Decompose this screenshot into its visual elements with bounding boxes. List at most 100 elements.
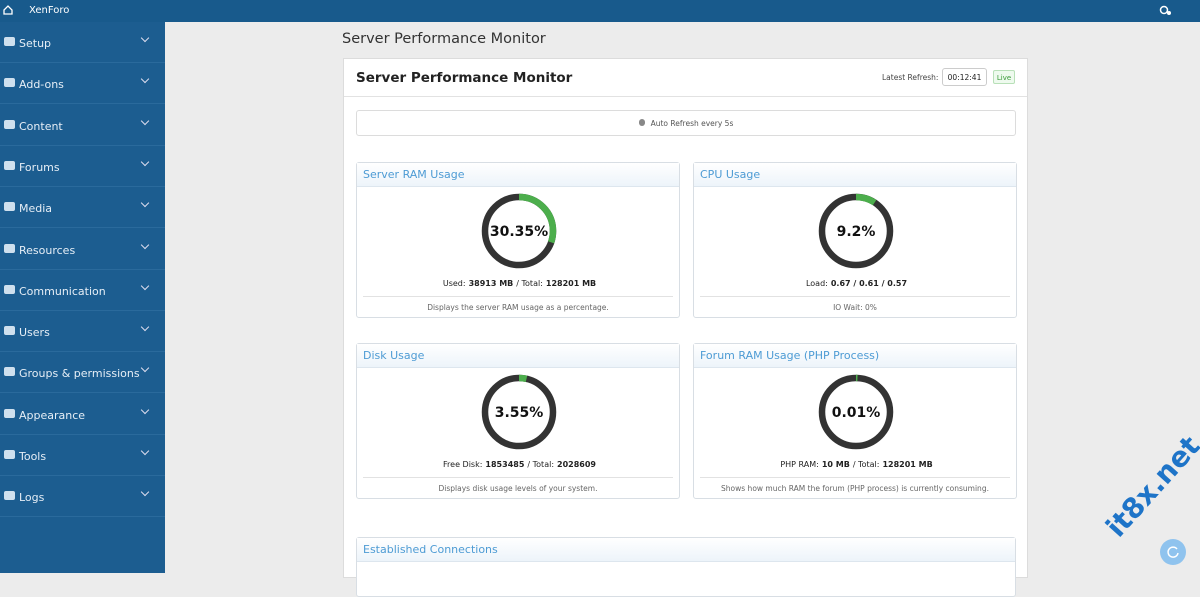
item-label: Communication <box>19 284 106 298</box>
gauge: 9.2% <box>818 193 894 269</box>
item-label: Add-ons <box>19 78 64 92</box>
gauge-label: 0.01% <box>832 405 881 421</box>
sidebar-item[interactable]: Communication <box>0 270 165 311</box>
icon <box>4 491 15 501</box>
chevron <box>140 488 150 497</box>
sidebar-item[interactable]: Appearance <box>0 394 165 435</box>
chevron <box>140 281 150 291</box>
card-title: CPU Usage <box>694 163 1016 187</box>
stat-value: 38913 MB <box>468 279 514 288</box>
item-label: Users <box>19 326 50 340</box>
chevron <box>140 446 150 456</box>
item-label: Tools <box>19 450 47 463</box>
gauge: 30.35% <box>481 193 557 269</box>
card: Forum RAM Usage (PHP Process) 0.01% PHP RA… <box>693 343 1017 499</box>
icon <box>4 326 15 336</box>
icon <box>4 37 15 46</box>
brand[interactable]: XenForo <box>29 5 70 16</box>
panel-title: Server Performance Monitor <box>356 70 573 86</box>
divider <box>344 96 1027 97</box>
gauge: 0.01% <box>818 374 894 450</box>
icon <box>4 243 15 253</box>
settings-icon[interactable] <box>1159 5 1172 16</box>
gauge-arc <box>818 193 894 269</box>
icon <box>4 284 15 294</box>
stats: Free Disk: 1853485/ Total: 2028609 <box>357 460 679 469</box>
gauge-label: 3.55% <box>495 405 544 421</box>
sidebar-item[interactable]: Resources <box>0 229 165 270</box>
icon <box>4 367 15 377</box>
gauge-label: 9.2% <box>837 224 876 240</box>
chevron <box>140 240 150 249</box>
stat-value: 10 MB <box>821 460 850 469</box>
stat-label: PHP RAM: <box>780 460 819 469</box>
refresh-time: 00:12:41 <box>942 68 987 86</box>
stat-value: 2028609 <box>557 460 596 469</box>
home-icon[interactable] <box>3 5 13 15</box>
chevron <box>140 33 150 43</box>
sidebar-item[interactable]: Tools <box>0 435 165 476</box>
auto-refresh: Auto Refresh every 5s <box>356 110 1016 136</box>
stat-label: / Total: <box>516 279 543 288</box>
sidebar-item[interactable]: Setup <box>0 22 165 63</box>
gauge-label: 30.35% <box>490 224 548 240</box>
description: Shows how much RAM the forum (PHP proces… <box>700 477 1010 493</box>
stat-label: Load: <box>805 279 828 288</box>
description: IO Wait: 0% <box>700 296 1010 312</box>
sidebar-item[interactable]: Media <box>0 187 165 229</box>
chevron <box>140 405 150 414</box>
card-title: Server RAM Usage <box>357 163 679 187</box>
stat-value: 128201 MB <box>545 279 597 288</box>
description: Displays the server RAM usage as a perce… <box>363 296 673 312</box>
icon <box>4 78 15 88</box>
stats: PHP RAM: 10 MB / Total: 128201 MB <box>694 460 1016 469</box>
sidebar-item[interactable]: Logs <box>0 476 165 518</box>
stat-label: / Total: <box>527 460 555 469</box>
card-title: Disk Usage <box>357 344 679 368</box>
sidebar: Setup Add-ons Content Forums Media Resources C… <box>0 22 165 573</box>
stats: Used: 38913 MB / Total: 128201 MB <box>357 279 679 288</box>
refresh-button[interactable] <box>1159 538 1187 566</box>
refresh-label: Latest Refresh: <box>882 73 939 82</box>
card: Disk Usage 3.55% Free Disk: 1853485/ Total:… <box>356 343 680 499</box>
description: Displays disk usage levels of your syste… <box>363 477 673 493</box>
item-label: Appearance <box>19 408 86 422</box>
auto-refresh-text: Auto Refresh every 5s <box>650 119 734 128</box>
stats: Load: 0.67 / 0.61 / 0.57 <box>694 279 1016 288</box>
chevron <box>140 322 150 332</box>
chevron <box>140 157 150 167</box>
item-label: Resources <box>19 243 76 257</box>
sidebar-item[interactable]: Groups & permissions <box>0 352 165 394</box>
live-badge: Live <box>993 70 1015 84</box>
gauge: 3.55% <box>481 374 557 450</box>
sidebar-item[interactable]: Content <box>0 105 165 146</box>
chevron <box>140 364 150 373</box>
card: Server RAM Usage 30.35% Used: 38913 MB / Tot… <box>356 162 680 318</box>
top-bar: XenForo <box>0 0 1200 22</box>
sidebar-item[interactable]: Add-ons <box>0 63 165 105</box>
sidebar-item[interactable]: Users <box>0 311 165 353</box>
chevron <box>140 116 150 125</box>
item-label: Logs <box>19 491 45 505</box>
stat-label: / Total: <box>852 460 880 469</box>
item-label: Groups & permissions <box>19 367 140 381</box>
gauge-arc <box>818 374 894 450</box>
icon <box>4 202 15 212</box>
icon <box>4 160 15 170</box>
chevron <box>140 198 150 208</box>
icon <box>4 119 15 129</box>
stat-value: 1853485 <box>485 460 525 469</box>
icon <box>4 408 15 418</box>
stat-label: Free Disk: <box>443 460 483 469</box>
item-label: Forums <box>19 160 60 174</box>
stat-label: Used: <box>442 279 466 288</box>
item-label: Setup <box>19 37 52 50</box>
sidebar-item[interactable]: Forums <box>0 146 165 187</box>
gauge-arc <box>481 374 557 450</box>
page-title: Server Performance Monitor <box>342 31 546 47</box>
card-title: Established Connections <box>357 538 1015 562</box>
item-label: Media <box>19 202 53 216</box>
icon <box>4 450 15 459</box>
item-label: Content <box>19 119 63 133</box>
